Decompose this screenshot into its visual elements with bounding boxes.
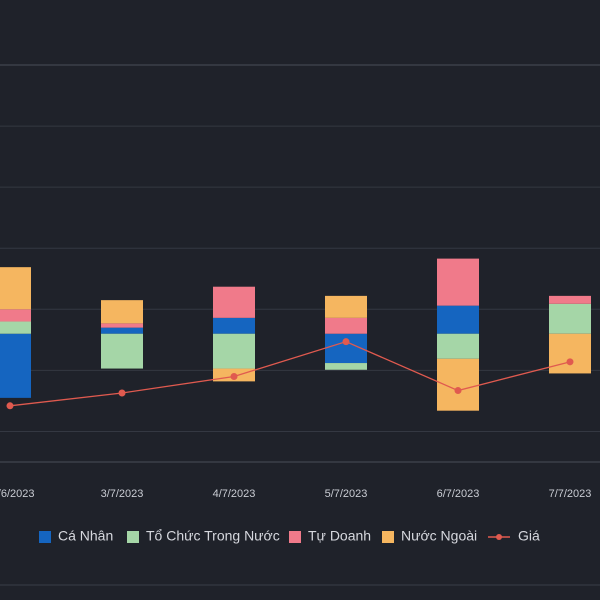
bar-segment — [549, 333, 591, 374]
bar-segment — [325, 317, 367, 334]
legend-label: Tự Doanh — [308, 528, 371, 544]
bar-segment — [213, 286, 255, 318]
bar-segment — [437, 258, 479, 306]
legend-swatch — [39, 531, 51, 543]
bar-segment — [549, 303, 591, 334]
bar-segment — [0, 321, 31, 334]
legend-swatch — [289, 531, 301, 543]
bar-segment — [549, 295, 591, 304]
legend-label: Cá Nhân — [58, 528, 113, 544]
bar-segment — [0, 309, 31, 322]
x-tick-label: 4/7/2023 — [213, 488, 256, 500]
price-point — [342, 338, 350, 346]
bar-segment — [437, 305, 479, 334]
bar-segment — [0, 333, 31, 398]
bar-segment — [213, 333, 255, 369]
price-point — [566, 358, 574, 366]
bar-segment — [101, 300, 143, 324]
x-tick-label: 7/7/2023 — [549, 488, 592, 500]
bar-segment — [101, 333, 143, 369]
price-point — [118, 389, 126, 397]
x-tick-label: 30/6/2023 — [0, 488, 34, 500]
legend-label: Giá — [518, 528, 540, 544]
legend-swatch — [127, 531, 139, 543]
price-point — [6, 402, 14, 410]
bar-segment — [101, 323, 143, 328]
bar-segment — [0, 267, 31, 310]
legend-label: Nước Ngoài — [401, 528, 477, 544]
bar-segment — [437, 333, 479, 359]
legend-swatch — [382, 531, 394, 543]
bar-segment — [325, 363, 367, 370]
legend-label: Tổ Chức Trong Nước — [146, 528, 280, 544]
bar-segment — [101, 327, 143, 334]
x-tick-label: 3/7/2023 — [101, 488, 144, 500]
price-line — [9, 340, 571, 407]
bar-segment — [213, 317, 255, 334]
legend-dot — [496, 534, 502, 540]
x-tick-label: 6/7/2023 — [437, 488, 480, 500]
price-point — [230, 372, 238, 380]
x-tick-label: 5/7/2023 — [325, 488, 368, 500]
bar-segment — [325, 295, 367, 318]
price-point — [454, 387, 462, 395]
